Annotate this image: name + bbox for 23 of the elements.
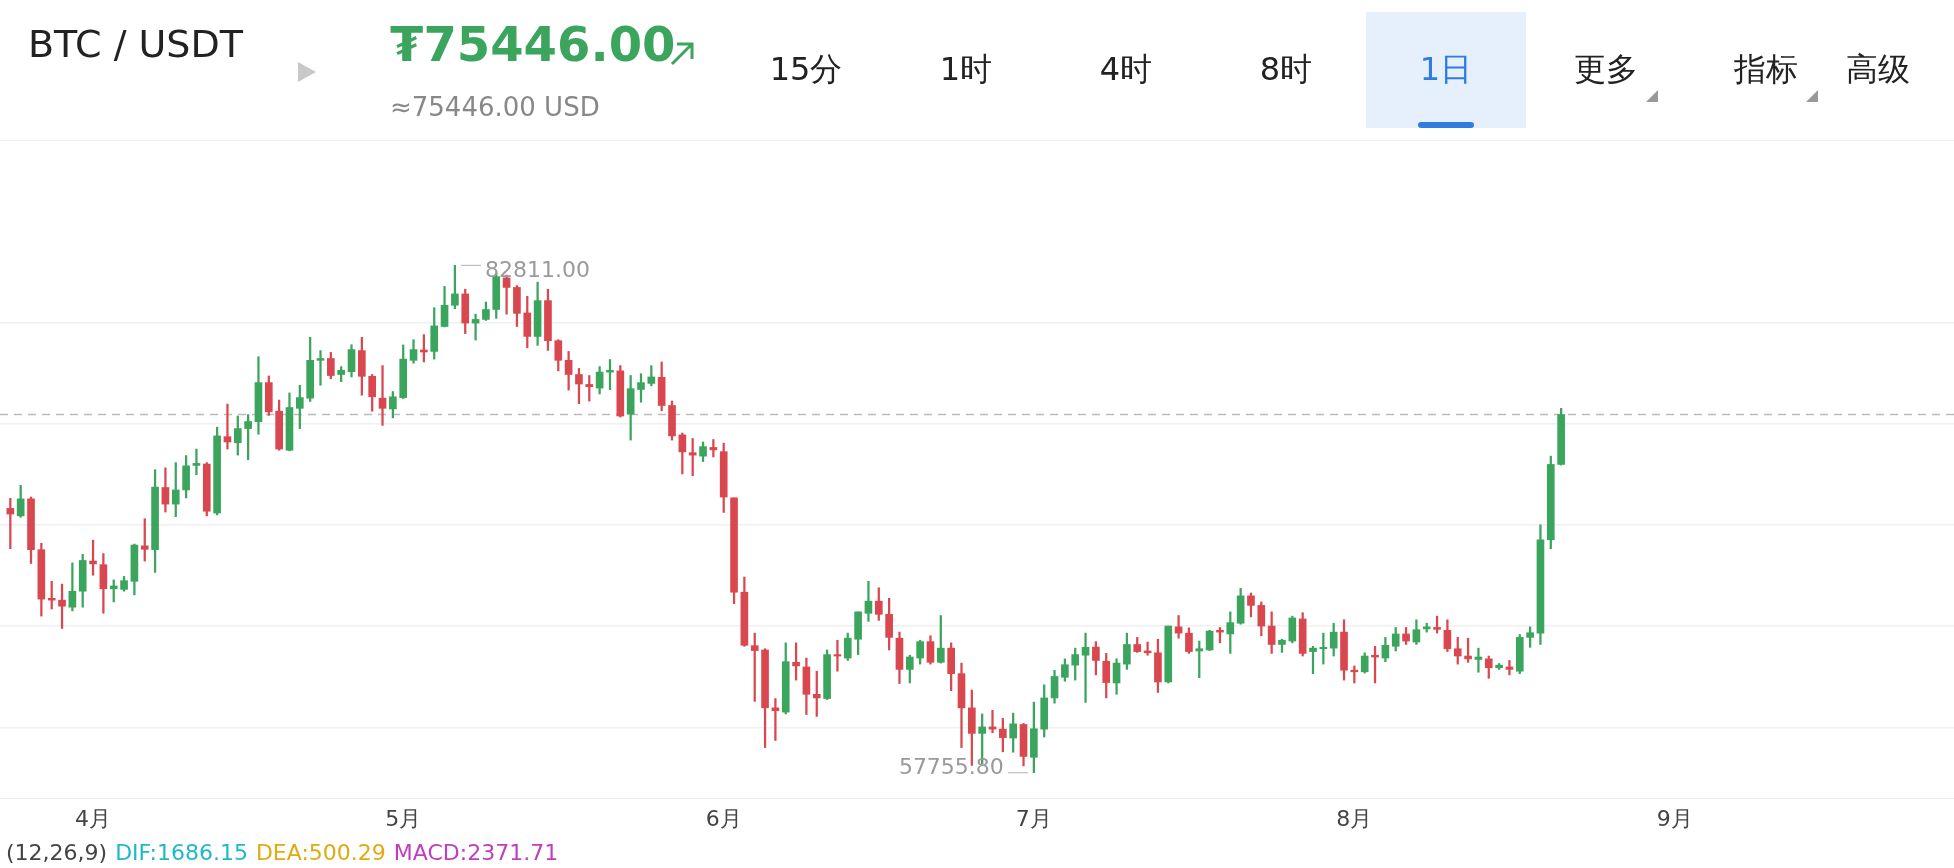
chart-subtitle: ≈75446.00 USD bbox=[390, 92, 600, 122]
text: 指标 bbox=[1734, 49, 1798, 90]
text: DIF:1686.15 bbox=[115, 840, 248, 865]
annotation: 82811.00 bbox=[484, 257, 590, 283]
text: DEA:500.29 bbox=[255, 840, 386, 865]
text: (12,26,9) bbox=[6, 840, 108, 865]
x-tick-label: 6月 bbox=[705, 805, 742, 831]
text: 1时 bbox=[939, 49, 993, 90]
x-tick-label: 4月 bbox=[75, 805, 112, 831]
text: 8时 bbox=[1259, 49, 1313, 90]
annotation: 57755.80 bbox=[898, 754, 1004, 780]
x-tick-label: 8月 bbox=[1336, 805, 1373, 831]
text: 15分 bbox=[769, 49, 843, 90]
x-tick-label: 5月 bbox=[385, 805, 422, 831]
text: 4时 bbox=[1099, 49, 1153, 90]
x-tick-label: 7月 bbox=[1015, 805, 1052, 831]
text: ₮75446.00 bbox=[390, 16, 676, 72]
x-tick-label: 9月 bbox=[1656, 805, 1693, 831]
text: 更多 bbox=[1574, 49, 1638, 90]
chart-title: BTC / USDT bbox=[28, 22, 243, 66]
text: 高级 bbox=[1846, 49, 1910, 90]
text: MACD:2371.71 bbox=[393, 840, 559, 865]
text: 1日 bbox=[1419, 49, 1473, 90]
